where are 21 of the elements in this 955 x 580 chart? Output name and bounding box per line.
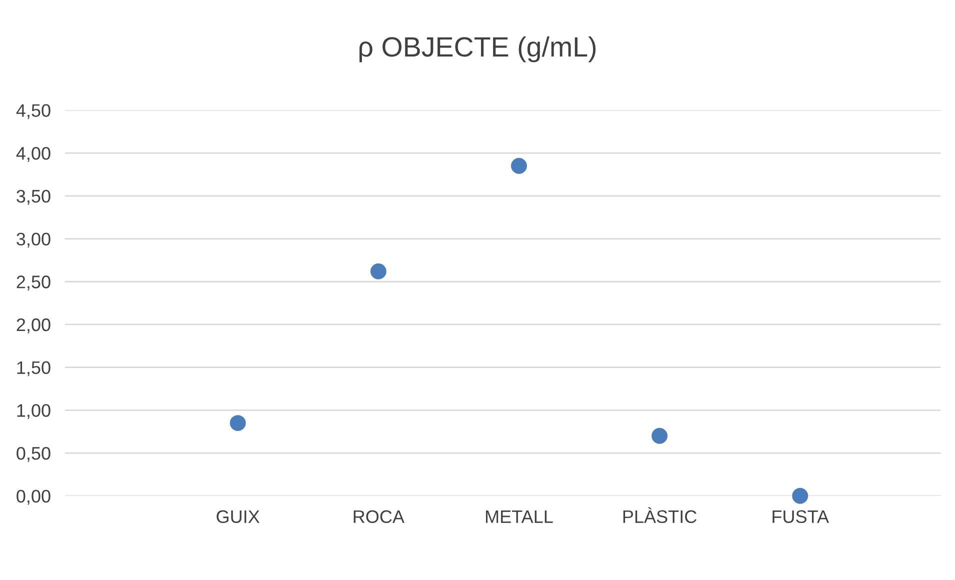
y-tick-label: 4,50 (16, 104, 50, 120)
y-tick-label: 1,50 (17, 361, 50, 376)
y-tick-label: 1,00 (17, 404, 50, 420)
x-tick-label: PLÀSTIC (623, 507, 696, 524)
chart-title: ρ OBJECTE (g/mL) (359, 36, 596, 62)
point (510, 158, 527, 174)
y-tick-label: 0,00 (16, 490, 50, 505)
x-tick-label: FUSTA (772, 510, 829, 524)
x-tick-label: ROCA (354, 510, 404, 524)
x-tick-label: GUIX (216, 510, 260, 524)
y-tick-label: 0,50 (16, 446, 50, 462)
point (652, 428, 668, 444)
y-tick-label: 3,00 (16, 232, 50, 248)
y-tick-label: 2,50 (16, 276, 50, 290)
point (230, 415, 246, 432)
x-tick-label: METALL (486, 510, 553, 523)
point (370, 263, 386, 280)
y-tick-label: 2,00 (16, 318, 50, 334)
y-tick-label: 4,00 (16, 146, 50, 162)
point (792, 488, 808, 504)
y-tick-label: 3,50 (16, 190, 50, 205)
